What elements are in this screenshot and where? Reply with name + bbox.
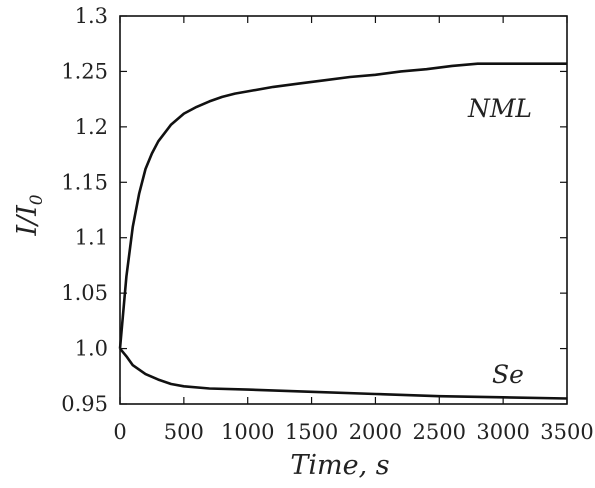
y-tick-label: 1.25 (61, 59, 108, 83)
tick-label-layer: 0 500 1000 1500 2000 2500 3000 3500 0.95 1.0 1.05 1… (61, 4, 593, 444)
y-axis-title-subscript: 0 (27, 194, 47, 205)
y-tick-label: 1.0 (75, 337, 108, 361)
plot-area (119, 15, 568, 405)
y-tick-label: 1.2 (75, 115, 108, 139)
x-tick-label: 2000 (349, 420, 402, 444)
y-axis-title: I/I0 (12, 194, 47, 236)
series-label-layer: NML Se (467, 94, 532, 389)
x-tick-label: 1500 (285, 420, 338, 444)
x-tick-label: 3500 (540, 420, 593, 444)
series-line-nml (118, 62, 567, 349)
series-line-se (119, 347, 568, 400)
series-label-se: Se (492, 360, 524, 389)
x-tick-label: 3000 (476, 420, 529, 444)
x-tick-label: 2500 (413, 420, 466, 444)
y-tick-label: 1.3 (75, 4, 108, 28)
x-tick-label: 0 (113, 420, 126, 444)
y-tick-label: 1.1 (75, 226, 108, 250)
x-axis-title: Time, s (290, 450, 389, 481)
tick-layer (119, 15, 568, 405)
x-tick-label: 500 (164, 420, 204, 444)
y-tick-label: 1.15 (61, 170, 108, 194)
y-tick-label: 0.95 (61, 392, 108, 416)
series-label-nml: NML (467, 94, 532, 123)
x-tick-label: 1000 (221, 420, 274, 444)
plot-frame (119, 15, 568, 405)
y-axis-title-main: I/I (12, 204, 43, 237)
y-tick-label: 1.05 (61, 281, 108, 305)
series-layer (118, 62, 568, 400)
